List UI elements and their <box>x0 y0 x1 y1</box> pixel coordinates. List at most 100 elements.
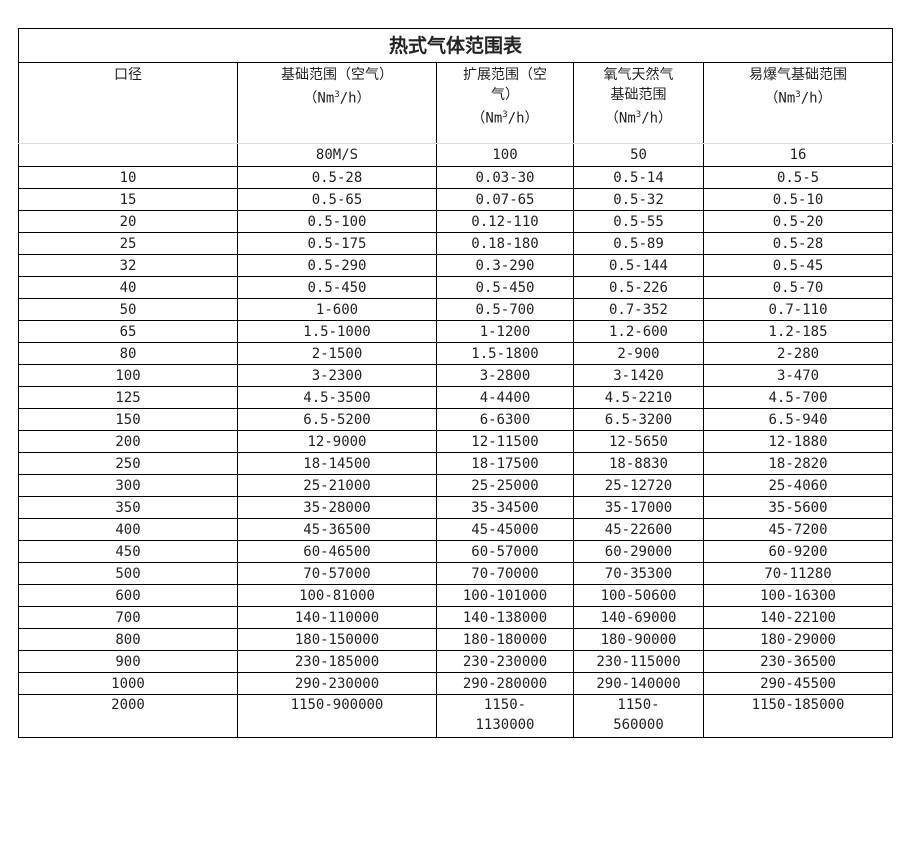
range-cell: 0.18-180 <box>436 232 574 255</box>
table-row: 900 230-185000 230-230000 230-115000 230-365… <box>18 650 894 673</box>
range-cell: 0.7-110 <box>702 298 894 321</box>
range-cell: 0.5-290 <box>237 254 437 277</box>
range-cell: 0.5-70 <box>702 276 894 299</box>
range-cell: 70-11280 <box>702 562 894 585</box>
range-cell: 4.5-700 <box>702 386 894 409</box>
range-cell: 100-81000 <box>237 584 437 607</box>
header-line: 口径 <box>114 67 142 83</box>
range-cell: 0.7-352 <box>573 298 704 321</box>
range-cell: 0.5-450 <box>237 276 437 299</box>
diameter-cell: 500 <box>18 562 238 585</box>
range-cell: 0.5-5 <box>702 166 894 189</box>
range-cell: 18-14500 <box>237 452 437 475</box>
column-header: 口径 <box>18 62 238 144</box>
range-cell: 140-138000 <box>436 606 574 629</box>
table-row: 300 25-21000 25-25000 25-12720 25-4060 <box>18 474 894 497</box>
range-cell: 1-1200 <box>436 320 574 343</box>
diameter-cell: 10 <box>18 166 238 189</box>
range-cell: 12-11500 <box>436 430 574 453</box>
range-cell: 0.12-110 <box>436 210 574 233</box>
range-cell: 180-90000 <box>573 628 704 651</box>
range-cell: 18-8830 <box>573 452 704 475</box>
range-cell: 25-25000 <box>436 474 574 497</box>
range-cell: 0.5-10 <box>702 188 894 211</box>
diameter-cell: 700 <box>18 606 238 629</box>
range-cell: 2-1500 <box>237 342 437 365</box>
table-row: 500 70-57000 70-70000 70-35300 70-11280 <box>18 562 894 585</box>
table-row: 100 3-2300 3-2800 3-1420 3-470 <box>18 364 894 387</box>
table-row: 15 0.5-65 0.07-65 0.5-32 0.5-10 <box>18 188 894 211</box>
header-line: 扩展范围（空 <box>463 67 547 83</box>
range-cell: 3-2300 <box>237 364 437 387</box>
range-cell: 1150-900000 <box>237 694 437 738</box>
range-cell: 25-21000 <box>237 474 437 497</box>
range-cell: 180-150000 <box>237 628 437 651</box>
column-header: 易爆气基础范围 （Nm3/h） <box>702 62 894 144</box>
table-row: 450 60-46500 60-57000 60-29000 60-9200 <box>18 540 894 563</box>
range-cell: 100-50600 <box>573 584 704 607</box>
table-row: 10 0.5-28 0.03-30 0.5-14 0.5-5 <box>18 166 894 189</box>
table-row: 32 0.5-290 0.3-290 0.5-144 0.5-45 <box>18 254 894 277</box>
range-cell: 140-110000 <box>237 606 437 629</box>
range-cell: 230-115000 <box>573 650 704 673</box>
range-cell: 0.5-32 <box>573 188 704 211</box>
range-cell: 60-46500 <box>237 540 437 563</box>
range-cell: 0.07-65 <box>436 188 574 211</box>
diameter-cell: 50 <box>18 298 238 321</box>
range-cell: 0.5-55 <box>573 210 704 233</box>
range-cell: 140-69000 <box>573 606 704 629</box>
table-row: 250 18-14500 18-17500 18-8830 18-2820 <box>18 452 894 475</box>
range-cell: 6.5-940 <box>702 408 894 431</box>
range-cell: 290-45500 <box>702 672 894 695</box>
table-row: 65 1.5-1000 1-1200 1.2-600 1.2-185 <box>18 320 894 343</box>
table-row: 25 0.5-175 0.18-180 0.5-89 0.5-28 <box>18 232 894 255</box>
diameter-cell: 65 <box>18 320 238 343</box>
header-line: （Nm3/h） <box>303 90 371 107</box>
range-cell: 60-57000 <box>436 540 574 563</box>
range-cell: 230-185000 <box>237 650 437 673</box>
header-line: 基础范围（空气） <box>281 67 393 83</box>
column-header: 扩展范围（空 气） （Nm3/h） <box>436 62 574 144</box>
range-cell: 2-900 <box>573 342 704 365</box>
range-cell: 35-34500 <box>436 496 574 519</box>
diameter-cell: 450 <box>18 540 238 563</box>
range-cell: 180-29000 <box>702 628 894 651</box>
diameter-cell: 100 <box>18 364 238 387</box>
header-line: 基础范围 <box>610 87 667 103</box>
table-row: 20 0.5-100 0.12-110 0.5-55 0.5-20 <box>18 210 894 233</box>
table-row: 200 12-9000 12-11500 12-5650 12-1880 <box>18 430 894 453</box>
velocity-cell <box>18 143 238 167</box>
header-line: （Nm3/h） <box>764 90 832 107</box>
range-cell: 60-29000 <box>573 540 704 563</box>
diameter-cell: 300 <box>18 474 238 497</box>
diameter-cell: 250 <box>18 452 238 475</box>
range-cell: 0.5-450 <box>436 276 574 299</box>
range-cell: 0.5-100 <box>237 210 437 233</box>
diameter-cell: 125 <box>18 386 238 409</box>
range-cell: 140-22100 <box>702 606 894 629</box>
range-cell: 180-180000 <box>436 628 574 651</box>
table-row: 2000 1150-900000 1150- 1130000 1150- 560000 11… <box>18 694 894 738</box>
table-row: 150 6.5-5200 6-6300 6.5-3200 6.5-940 <box>18 408 894 431</box>
diameter-cell: 800 <box>18 628 238 651</box>
range-cell: 0.5-226 <box>573 276 704 299</box>
range-cell: 1.2-185 <box>702 320 894 343</box>
gas-range-table: 热式气体范围表 口径 基础范围（空气） （Nm3/h） 扩展范围（空 气） （Nm3/h）… <box>17 28 894 738</box>
range-cell: 1150- 1130000 <box>436 694 574 738</box>
range-cell: 45-7200 <box>702 518 894 541</box>
range-cell: 0.03-30 <box>436 166 574 189</box>
table-row: 40 0.5-450 0.5-450 0.5-226 0.5-70 <box>18 276 894 299</box>
diameter-cell: 200 <box>18 430 238 453</box>
header-line: 气） <box>491 87 519 103</box>
range-cell: 290-230000 <box>237 672 437 695</box>
range-cell: 18-2820 <box>702 452 894 475</box>
table-row: 1000 290-230000 290-280000 290-140000 290-45… <box>18 672 894 695</box>
range-cell: 290-140000 <box>573 672 704 695</box>
range-cell: 45-45000 <box>436 518 574 541</box>
range-cell: 1.2-600 <box>573 320 704 343</box>
range-cell: 25-4060 <box>702 474 894 497</box>
diameter-cell: 15 <box>18 188 238 211</box>
table-row: 700 140-110000 140-138000 140-69000 140-2210… <box>18 606 894 629</box>
header-line: （Nm3/h） <box>471 110 539 127</box>
range-cell: 6.5-3200 <box>573 408 704 431</box>
